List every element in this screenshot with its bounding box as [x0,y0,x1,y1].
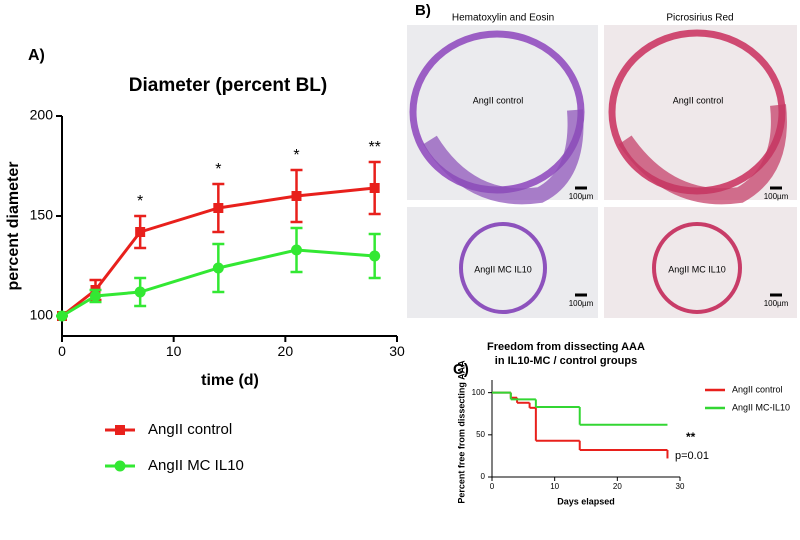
y-axis-label: percent diameter [5,162,22,291]
histology-images [407,25,797,318]
legend-label: AngII MC-IL10 [732,402,790,412]
image-label: AngII control [473,95,524,105]
vessel-ring [459,222,547,314]
chart-title: Freedom from dissecting AAA [487,341,645,353]
marker [90,290,101,302]
image-label: AngII MC IL10 [668,264,726,274]
x-tick-label: 0 [490,482,495,491]
legend-marker [114,460,126,472]
marker [291,191,302,201]
legend-label: AngII control [732,384,783,394]
marker [212,262,224,274]
x-axis-label: Days elapsed [557,496,615,506]
chart-title: in IL10-MC / control groups [495,355,637,367]
annotation: * [293,147,299,164]
marker [369,183,380,193]
legend-label: AngII control [148,421,232,438]
y-axis-label: Percent free from dissecting AAA [456,360,466,504]
y-tick-label: 50 [476,430,485,439]
marker [135,227,146,237]
x-tick-label: 30 [676,482,685,491]
y-tick-label: 100 [30,307,54,323]
x-tick-label: 20 [613,482,622,491]
vessel-wall [423,109,584,205]
y-tick-label: 150 [30,207,54,223]
scale-label: 100µm [764,192,789,201]
marker [56,310,68,322]
image-label: AngII MC IL10 [474,264,532,274]
data-line [61,186,375,318]
column-title: Hematoxylin and Eosin [452,13,554,24]
y-tick-label: 100 [472,388,486,397]
image-label: AngII control [673,95,724,105]
scale-label: 100µm [569,192,594,201]
x-tick-label: 10 [550,482,559,491]
x-tick-label: 30 [389,343,405,359]
x-tick-label: 10 [166,343,182,359]
annotation: * [137,193,143,210]
panel-label: B) [415,2,431,19]
annotation: p=0.01 [675,450,709,462]
y-tick-label: 200 [30,107,54,123]
scale-label: 100µm [569,299,594,308]
scale-bars [575,186,782,297]
x-tick-label: 20 [278,343,294,359]
chart-title: Diameter (percent BL) [129,75,328,96]
vessel-wall [618,104,787,205]
legend-marker [115,425,125,435]
legend-label: AngII MC IL10 [148,457,244,474]
panel-label: A) [28,47,45,64]
data-line [61,248,375,318]
marker [291,244,302,256]
column-title: Picrosirius Red [666,13,733,24]
annotation: * [215,161,221,178]
x-axis-label: time (d) [201,372,259,389]
vessel-ring [652,222,742,314]
annotation: ** [368,139,380,156]
x-tick-label: 0 [58,343,66,359]
annotation: ** [686,430,696,444]
panel-label: C) [453,361,469,378]
marker [134,286,146,298]
marker [213,203,224,213]
y-tick-label: 0 [481,472,486,481]
scale-label: 100µm [764,299,789,308]
marker [369,250,381,262]
